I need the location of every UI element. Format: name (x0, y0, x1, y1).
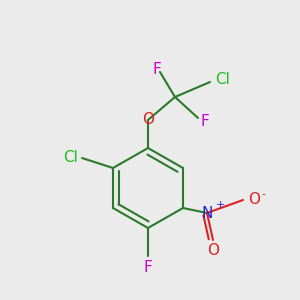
Text: +: + (216, 200, 225, 210)
Text: Cl: Cl (63, 151, 78, 166)
Text: F: F (200, 113, 209, 128)
Text: N: N (201, 206, 213, 220)
Text: O: O (248, 193, 260, 208)
Text: Cl: Cl (215, 73, 230, 88)
Text: F: F (144, 260, 152, 275)
Text: -: - (261, 189, 265, 199)
Text: F: F (153, 62, 161, 77)
Text: O: O (207, 243, 219, 258)
Text: O: O (142, 112, 154, 128)
